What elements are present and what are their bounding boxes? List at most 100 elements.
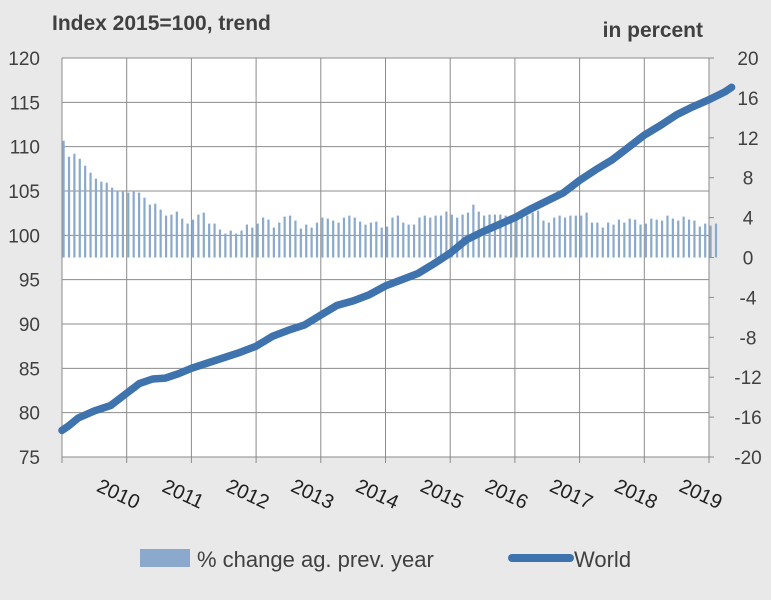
bar [272, 227, 275, 258]
bar [67, 156, 71, 258]
bar [375, 221, 378, 258]
bar [326, 218, 329, 258]
bar [224, 233, 227, 258]
bar [288, 215, 292, 258]
bar [62, 140, 65, 258]
right-tick-label: -20 [734, 448, 761, 469]
line-series [58, 83, 736, 435]
bar [337, 222, 340, 258]
left-tick-label: 120 [8, 49, 40, 70]
bar [510, 215, 513, 258]
x-tick-label: 2016 [482, 475, 532, 514]
bar [677, 220, 680, 258]
bar [407, 224, 410, 258]
x-tick-label: 2019 [676, 475, 726, 514]
bar [299, 228, 302, 258]
legend-bar-swatch [140, 549, 190, 567]
bar [310, 227, 313, 258]
right-tick-label: 4 [743, 209, 754, 230]
bar [164, 215, 168, 258]
bar [267, 219, 270, 258]
bar [127, 192, 130, 258]
bar [175, 211, 178, 258]
bar [348, 215, 351, 258]
bar [84, 165, 87, 258]
bar [655, 219, 658, 258]
bar [461, 214, 464, 258]
bar [596, 222, 599, 258]
bar [547, 222, 550, 258]
bar [197, 214, 200, 258]
x-tick-label: 2014 [352, 475, 402, 514]
bar [569, 215, 572, 258]
bar [229, 230, 232, 258]
bar [208, 223, 211, 258]
bar [709, 225, 712, 258]
legend-line-label: World [574, 547, 631, 572]
bar [439, 215, 443, 258]
bar [531, 212, 534, 258]
right-tick-label: 16 [737, 89, 758, 110]
bar [116, 190, 119, 258]
bar [628, 218, 631, 258]
bar [240, 230, 243, 258]
legend: % change ag. prev. year World [140, 547, 631, 572]
left-tick-label: 80 [19, 404, 40, 425]
left-tick-label: 115 [10, 93, 40, 114]
bar [332, 220, 335, 258]
bar [154, 203, 157, 258]
bar [493, 214, 497, 258]
bar [714, 223, 718, 258]
right-axis: 20 16 12 8 4 0 -4 -8 -12 -16 -20 [734, 49, 761, 469]
bar [143, 197, 146, 258]
left-tick-label: 110 [10, 138, 40, 159]
bar [450, 214, 453, 258]
left-axis-title: Index 2015=100, trend [52, 12, 271, 35]
bar [693, 220, 696, 258]
bar [73, 153, 76, 258]
bar [105, 182, 108, 258]
right-tick-label: -4 [740, 288, 757, 309]
bar [283, 216, 286, 258]
x-tick-label: 2018 [611, 475, 661, 514]
bar [369, 222, 373, 258]
bar [191, 219, 195, 258]
bar [563, 217, 567, 258]
bar [423, 215, 426, 258]
x-tick-label: 2015 [417, 475, 467, 514]
bar-series [62, 140, 718, 258]
bar [315, 222, 319, 258]
bar [580, 215, 583, 258]
bar [666, 215, 669, 258]
bar [256, 223, 259, 258]
bar [445, 211, 448, 258]
left-tick-label: 75 [19, 448, 40, 469]
bar [94, 178, 98, 258]
bar [353, 217, 356, 258]
x-tick-label: 2010 [93, 475, 143, 514]
bar [294, 220, 297, 258]
x-tick-label: 2011 [159, 476, 207, 514]
right-axis-title: in percent [603, 19, 703, 42]
bar [488, 214, 491, 258]
bar [456, 217, 459, 258]
left-tick-label: 105 [8, 182, 40, 203]
bar [100, 181, 103, 258]
bar [181, 218, 184, 258]
bar [429, 217, 432, 258]
bar [601, 227, 604, 258]
bar [364, 224, 367, 258]
bar [342, 217, 346, 258]
bar [202, 212, 205, 258]
bar [499, 214, 502, 258]
bar [412, 224, 416, 258]
left-tick-label: 95 [19, 271, 40, 292]
bar [687, 219, 691, 258]
x-axis: 2010 2011 2012 2013 2014 2015 2016 2017 2018 2019 [93, 475, 725, 514]
bar [536, 210, 540, 258]
bar [520, 215, 523, 258]
right-tick-label: 0 [743, 249, 754, 270]
bar [617, 219, 621, 258]
left-tick-label: 100 [8, 226, 40, 247]
